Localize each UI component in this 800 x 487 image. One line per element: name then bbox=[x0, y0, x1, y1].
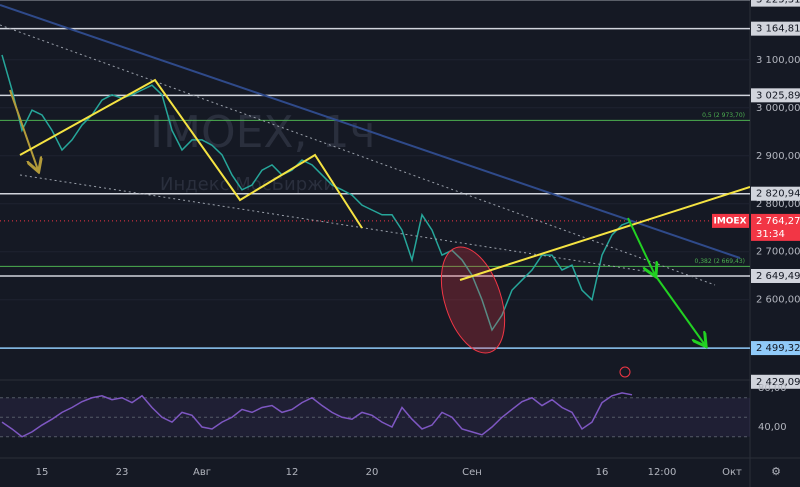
symbol-badge bbox=[712, 213, 749, 228]
symbol-label: IMOEX bbox=[713, 216, 746, 226]
drawings bbox=[0, 4, 750, 378]
y-tick-label: 2 900,00 bbox=[756, 151, 800, 162]
x-tick-label: Авг bbox=[193, 467, 211, 478]
level-label-bg bbox=[751, 88, 800, 103]
rsi-line bbox=[1, 392, 633, 438]
level-label-bg bbox=[751, 21, 800, 36]
level-label: 2 499,32 bbox=[756, 343, 800, 354]
arrow bbox=[627, 217, 655, 275]
x-tick-label: 12:00 bbox=[648, 467, 677, 478]
level-label-bg bbox=[751, 268, 800, 283]
rsi-tick-label: 80,00 bbox=[758, 383, 787, 394]
zigzag bbox=[19, 78, 363, 229]
support-line bbox=[459, 186, 750, 281]
x-tick-label: Сен bbox=[462, 467, 482, 478]
level-label: 2 429,09 bbox=[756, 377, 800, 388]
highlight-ellipse bbox=[440, 246, 506, 354]
fib-label: 0,382 (2 669,43) bbox=[695, 258, 745, 265]
watermark-title: IMOEX, 1ч bbox=[150, 107, 375, 158]
level-label: 3 025,89 bbox=[756, 90, 800, 101]
last-price-label: 2 764,27 bbox=[756, 216, 800, 227]
arrow bbox=[9, 89, 38, 170]
level-label-bg bbox=[751, 374, 800, 389]
watermark-subtitle: Индекс МосБиржи bbox=[160, 174, 335, 195]
countdown-label: 31:34 bbox=[756, 229, 785, 240]
settings-icon[interactable]: ⚙ bbox=[771, 465, 781, 478]
x-tick-label: 16 bbox=[596, 467, 609, 478]
y-tick-label: 2 700,00 bbox=[756, 247, 800, 258]
level-label-bg bbox=[751, 186, 800, 201]
trend-line bbox=[0, 4, 741, 259]
rsi-tick-label: 40,00 bbox=[758, 422, 787, 433]
dashed-line bbox=[0, 24, 716, 286]
level-label: 3 225,31 bbox=[756, 0, 800, 6]
x-tick-label: Окт bbox=[722, 467, 742, 478]
x-tick-label: 15 bbox=[36, 467, 49, 478]
x-tick-label: 20 bbox=[366, 467, 379, 478]
y-tick-label: 2 800,00 bbox=[756, 199, 800, 210]
price-line bbox=[1, 54, 633, 332]
level-label-bg bbox=[751, 0, 800, 7]
arrow bbox=[654, 274, 705, 345]
price-pane bbox=[0, 0, 750, 349]
level-label: 2 649,49 bbox=[756, 271, 800, 282]
y-tick-label: 3 100,00 bbox=[756, 55, 800, 66]
level-label: 3 164,81 bbox=[756, 24, 800, 35]
fib-label: 0,5 (2 973,70) bbox=[702, 112, 745, 119]
y-tick-label: 2 600,00 bbox=[756, 295, 800, 306]
dashed-line bbox=[19, 174, 651, 273]
event-icon[interactable] bbox=[619, 366, 631, 378]
x-tick-label: 12 bbox=[286, 467, 299, 478]
y-tick-label: 3 000,00 bbox=[756, 103, 800, 114]
level-label: 2 820,94 bbox=[756, 189, 800, 200]
level-label-bg bbox=[751, 341, 800, 356]
last-price-bg bbox=[751, 213, 800, 241]
x-tick-label: 23 bbox=[116, 467, 129, 478]
